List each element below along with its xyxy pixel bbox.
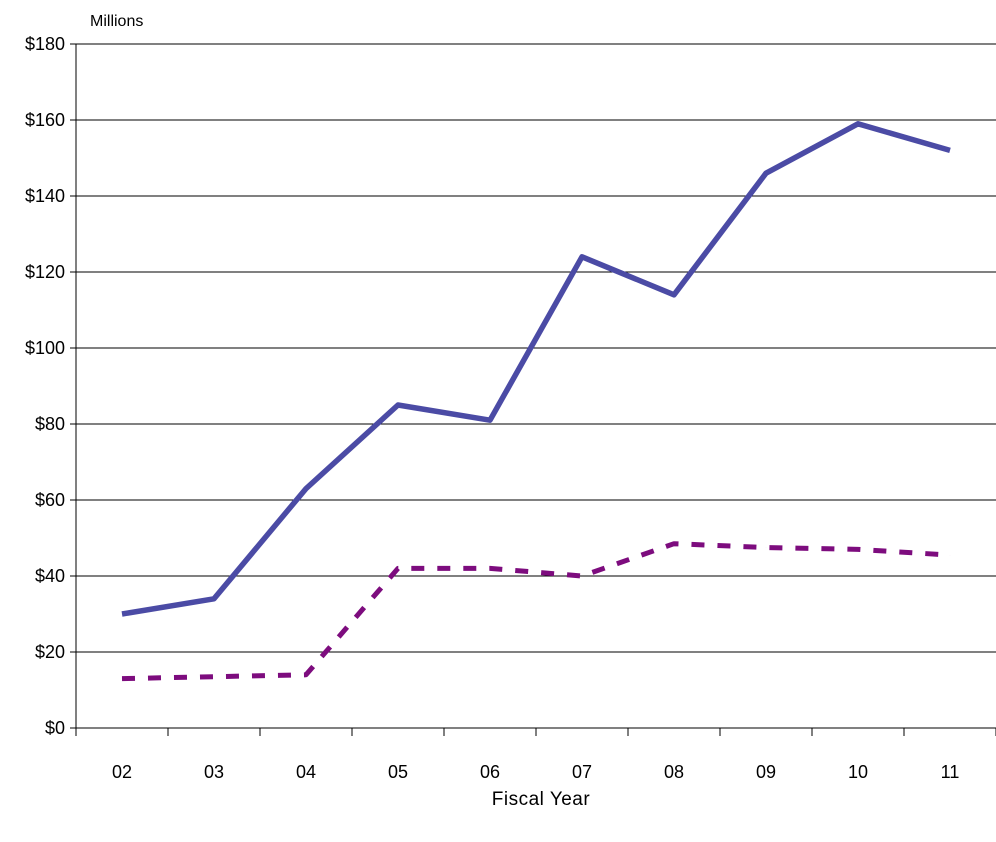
- x-tick-label: 06: [480, 762, 500, 782]
- y-tick-label: $140: [25, 186, 65, 206]
- y-tick-label: $0: [45, 718, 65, 738]
- y-tick-label: $160: [25, 110, 65, 130]
- y-tick-label: $40: [35, 566, 65, 586]
- x-tick-label: 09: [756, 762, 776, 782]
- plot-area: [121, 121, 951, 682]
- y-tick-label: $180: [25, 34, 65, 54]
- x-tick-label: 04: [296, 762, 316, 782]
- x-tick-label: 10: [848, 762, 868, 782]
- y-unit-label: Millions: [90, 13, 143, 30]
- y-axis: $0 $20 $40 $60 $80 $100 $120 $140 $160 $180: [25, 34, 77, 738]
- y-tick-label: $60: [35, 490, 65, 510]
- y-tick-label: $100: [25, 338, 65, 358]
- series-line-1: [121, 121, 951, 617]
- y-tick-label: $20: [35, 642, 65, 662]
- series-line-2: [121, 541, 951, 682]
- y-tick-label: $120: [25, 262, 65, 282]
- x-tick-label: 02: [112, 762, 132, 782]
- x-axis-title: Fiscal Year: [492, 789, 591, 810]
- x-axis: 02 03 04 05 06 07 08 09 10 11: [70, 727, 996, 782]
- x-tick-label: 08: [664, 762, 684, 782]
- y-tick-label: $80: [35, 414, 65, 434]
- x-tick-label: 05: [388, 762, 408, 782]
- x-tick-label: 07: [572, 762, 592, 782]
- x-tick-label: 11: [941, 762, 960, 782]
- x-tick-label: 03: [204, 762, 224, 782]
